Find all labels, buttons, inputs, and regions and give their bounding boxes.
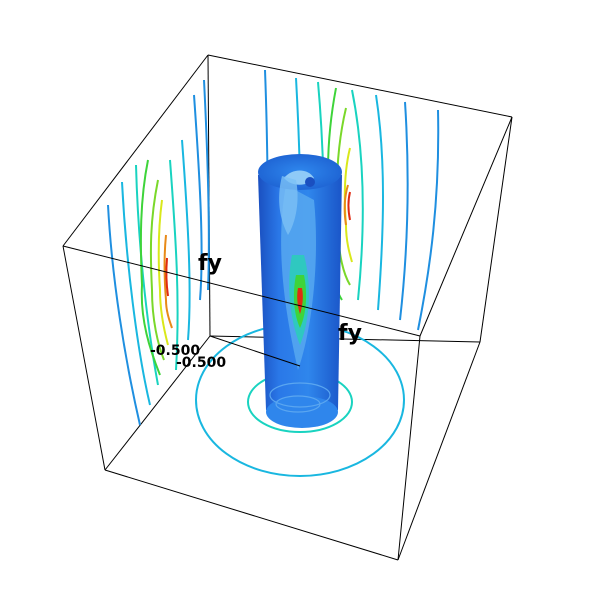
contour-line: [169, 159, 179, 371]
contour-line: [399, 101, 409, 321]
contour-line: [343, 184, 349, 226]
axis-label-left: fy: [198, 251, 222, 276]
contour-line: [417, 109, 440, 331]
contour-line: [165, 257, 169, 297]
contour-line: [139, 159, 161, 376]
tick-label-first: -0.500: [150, 343, 200, 359]
contour-line: [351, 89, 364, 301]
axis-label-right: fy: [338, 321, 362, 346]
contour-line: [149, 179, 165, 361]
contour-line: [121, 181, 151, 406]
contour-line: [203, 79, 210, 291]
tick-label-second: -0.500: [176, 355, 226, 371]
cylinder-isosurface: [258, 154, 342, 428]
contour-line: [181, 139, 191, 341]
left-wall-contours: [107, 79, 210, 426]
contour-line: [107, 204, 141, 426]
contour-line: [163, 234, 173, 329]
contour-line: [375, 94, 384, 311]
bounding-box-front: [62, 116, 513, 561]
contour-line: [347, 191, 351, 221]
contour-line: [157, 199, 169, 346]
